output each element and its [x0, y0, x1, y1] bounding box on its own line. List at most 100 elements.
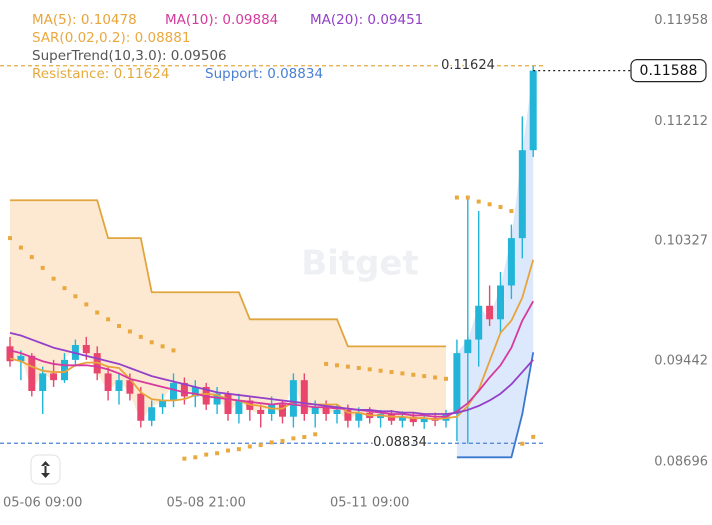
sar-dot: [335, 363, 339, 368]
sar-dot: [487, 202, 492, 207]
sar-dot: [520, 441, 525, 446]
sar-dot: [8, 236, 12, 241]
sar-dot: [433, 375, 438, 380]
candle-body: [279, 404, 286, 417]
candle-body: [213, 393, 221, 405]
sar-dot: [149, 340, 154, 345]
candle-body: [507, 238, 515, 286]
sar-dot: [454, 195, 459, 200]
sar-dot: [117, 324, 121, 329]
y-tick-label: 0.11958: [654, 13, 708, 28]
sar-dot: [531, 434, 536, 439]
sar-dot: [345, 364, 350, 369]
sar-dot: [444, 376, 448, 381]
legend-entry: MA(5): 0.10478: [32, 12, 137, 28]
sar-dot: [400, 371, 405, 376]
sar-dot: [236, 447, 241, 452]
candle-body: [137, 393, 145, 421]
candle-body: [61, 359, 68, 381]
x-tick-label: 05-08 21:00: [167, 496, 246, 511]
sar-dot: [193, 455, 198, 460]
legend-entry: SuperTrend(10,3.0): 0.09506: [32, 48, 227, 64]
sar-dot: [422, 374, 427, 379]
candle-body: [486, 305, 494, 320]
candle-body: [6, 346, 14, 362]
ma-line: [9, 259, 535, 421]
sar-dot: [465, 195, 470, 200]
legend-entry: MA(20): 0.09451: [310, 12, 423, 28]
candle-body: [475, 305, 483, 340]
ma-line: [9, 300, 534, 418]
watermark: Bitget: [301, 244, 418, 284]
candle-body: [82, 345, 90, 354]
sar-dot: [356, 366, 361, 370]
candle-body: [224, 393, 232, 414]
candle-body: [311, 407, 319, 414]
sar-dot: [498, 205, 503, 209]
candle-body: [529, 70, 537, 151]
sar-dot: [160, 344, 165, 349]
candle-body: [420, 418, 428, 423]
sar-dot: [291, 436, 296, 441]
candle-body: [409, 416, 417, 423]
sar-dot: [138, 334, 143, 339]
sar-dot: [51, 276, 56, 281]
candle-body: [28, 355, 36, 391]
sar-dot: [73, 294, 78, 299]
candle-body: [333, 409, 341, 414]
sar-dot: [40, 265, 45, 270]
sar-dot: [258, 443, 263, 448]
legend-entry: MA(10): 0.09884: [165, 12, 278, 28]
candle-body: [170, 382, 177, 401]
drag-handle[interactable]: [30, 454, 61, 485]
sar-dot: [389, 370, 394, 375]
supertrend-line: [456, 352, 535, 459]
sar-dot: [280, 439, 285, 444]
legend-entry: SAR(0.02,0.2): 0.08881: [32, 30, 190, 46]
candle-body: [180, 382, 188, 397]
y-tick-label: 0.11212: [654, 114, 708, 129]
x-tick-label: 05-11 09:00: [330, 496, 409, 511]
resistance-label: 0.11624: [441, 58, 495, 73]
candle-body: [300, 380, 308, 414]
sar-dot: [302, 435, 307, 439]
candle-body: [518, 150, 526, 239]
ma-line: [9, 331, 534, 415]
sar-dot: [18, 245, 23, 250]
candle-body: [159, 400, 167, 408]
sar-dot: [204, 452, 209, 457]
last-price-box: [630, 59, 707, 83]
sar-dot: [215, 451, 220, 456]
candle-body: [115, 380, 123, 391]
legend-entry: Resistance: 0.11624: [32, 66, 169, 82]
plot-area: 0.11624 0.08834: [0, 56, 545, 461]
candle-body: [344, 409, 352, 421]
legend-entry: Support: 0.08834: [205, 66, 323, 82]
sar-dot: [171, 348, 176, 353]
sar-dot: [95, 310, 100, 315]
candle-body: [453, 353, 461, 414]
sar-dot: [29, 255, 34, 260]
candle-body: [497, 285, 504, 320]
candle-body: [322, 407, 330, 414]
candle-body: [464, 339, 472, 354]
sar-dot: [247, 444, 252, 449]
sar-dot: [509, 209, 514, 214]
x-tick-label: 05-06 09:00: [3, 496, 82, 511]
sar-dot: [182, 456, 187, 461]
candle-body: [17, 355, 25, 362]
candle-body: [289, 380, 297, 417]
sar-dot: [367, 367, 372, 372]
sar-dot: [476, 199, 481, 204]
candle-body: [50, 373, 58, 381]
sar-dot: [324, 361, 329, 366]
candle-body: [257, 409, 265, 414]
sar-dot: [127, 329, 132, 334]
sar-dot: [378, 368, 383, 373]
candle-body: [235, 400, 243, 414]
overlay: 0.11588 MA(5): 0.10478 MA(10): 0.09884 MA(2…: [32, 12, 707, 83]
support-label: 0.08834: [373, 435, 427, 450]
y-tick-label: 0.09442: [654, 353, 708, 368]
candle-body: [126, 380, 134, 394]
candle-body: [148, 407, 156, 421]
